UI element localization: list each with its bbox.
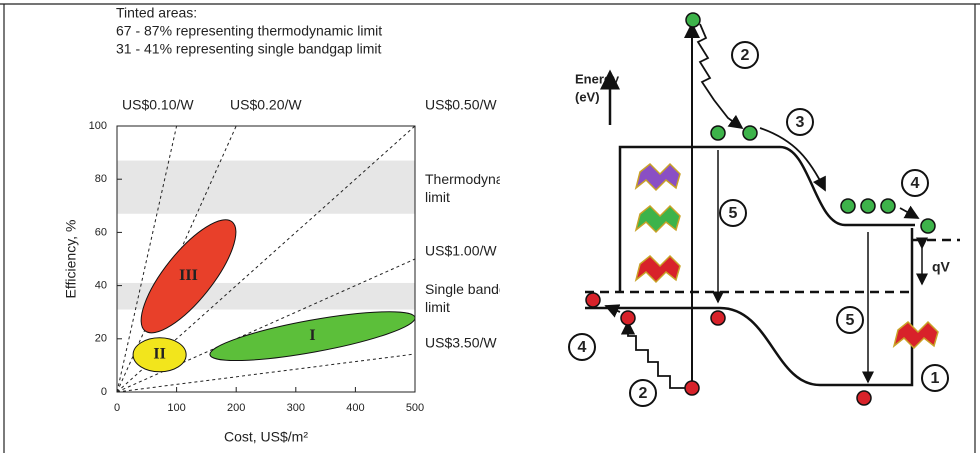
x-tick-label: 0 <box>114 402 120 414</box>
transport-arrow <box>760 128 825 190</box>
hole <box>586 293 600 307</box>
photon <box>636 164 680 190</box>
step-number: 1 <box>931 370 940 387</box>
electron <box>711 126 725 140</box>
hole <box>711 311 725 325</box>
valence-band <box>585 228 912 385</box>
band-label-line: Thermodynamic <box>425 171 525 187</box>
thermalization-path <box>628 322 686 388</box>
note: Tinted areas: <box>116 5 197 21</box>
step-number: 2 <box>741 47 750 64</box>
y-tick-label: 80 <box>95 173 107 185</box>
x-tick-label: 100 <box>167 402 185 414</box>
x-tick-label: 400 <box>346 402 364 414</box>
region-label: III <box>179 267 198 284</box>
photon <box>894 322 938 348</box>
electron <box>841 199 855 213</box>
note: 67 - 87% representing thermodynamic limi… <box>116 23 382 39</box>
energy-label: Energy <box>575 71 620 86</box>
note: 31 - 41% representing single bandgap lim… <box>116 41 381 57</box>
hole <box>857 391 871 405</box>
x-tick-label: 200 <box>227 402 245 414</box>
voltage-label: qV <box>932 259 951 275</box>
step-number: 4 <box>911 175 920 192</box>
photon <box>636 256 680 282</box>
hole <box>621 311 635 325</box>
photon <box>636 206 680 232</box>
cost-line-label: US$0.10/W <box>122 97 194 113</box>
electron <box>881 199 895 213</box>
hole <box>685 381 699 395</box>
x-axis-label: Cost, US$/m² <box>224 429 308 445</box>
energy-unit: (eV) <box>575 89 600 104</box>
step-number: 5 <box>846 312 855 329</box>
electron <box>921 219 935 233</box>
electron <box>743 126 757 140</box>
extraction-arrow <box>900 208 918 218</box>
cost-line-label: US$1.00/W <box>425 243 497 259</box>
y-tick-label: 0 <box>101 386 107 398</box>
x-tick-label: 300 <box>287 402 305 414</box>
band-label: Thermodynamic limit <box>425 171 525 205</box>
chart-panel: Tinted areas: 67 - 87% representing therm… <box>63 5 526 445</box>
y-tick-label: 60 <box>95 226 107 238</box>
cost-line-label: US$0.20/W <box>230 97 302 113</box>
region-label: II <box>153 345 165 362</box>
y-axis-label: Efficiency, % <box>63 220 79 299</box>
y-tick-label: 20 <box>95 333 107 345</box>
cost-line-label: US$3.50/W <box>425 335 497 351</box>
band-label-line: limit <box>425 299 450 315</box>
band-label: Single bandgap limit <box>425 281 523 315</box>
band-diagram: Energy (eV) qV <box>569 13 960 406</box>
cost-line-label: US$0.50/W <box>425 97 497 113</box>
region-label: I <box>309 327 315 344</box>
step-number: 5 <box>729 205 738 222</box>
electron <box>686 13 700 27</box>
y-tick-label: 40 <box>95 280 107 292</box>
step-number: 2 <box>639 385 648 402</box>
step-number: 4 <box>578 339 587 356</box>
figure: Tinted areas: 67 - 87% representing therm… <box>0 0 980 453</box>
step-number: 3 <box>796 114 805 131</box>
tinted-band <box>117 161 415 214</box>
photons <box>636 164 938 348</box>
band-label-line: Single bandgap <box>425 281 523 297</box>
band-label-line: limit <box>425 189 450 205</box>
electron <box>861 199 875 213</box>
thermalization-path <box>698 24 742 128</box>
y-tick-label: 100 <box>89 120 107 132</box>
x-tick-label: 500 <box>406 402 424 414</box>
